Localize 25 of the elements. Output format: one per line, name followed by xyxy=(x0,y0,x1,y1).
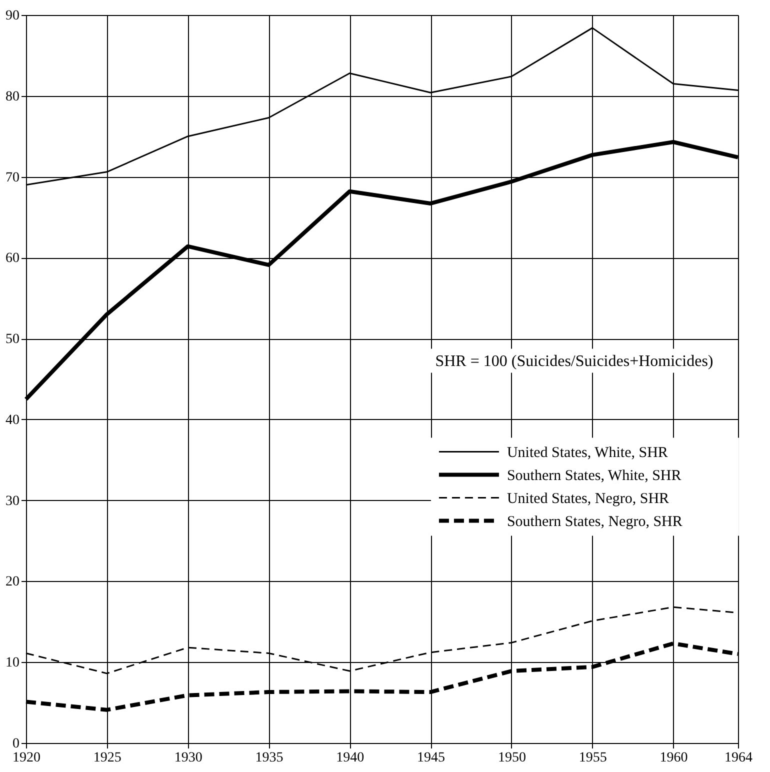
x-tick-label: 1930 xyxy=(174,750,202,766)
y-tick-label: 60 xyxy=(6,251,20,266)
legend-label: Southern States, Negro, SHR xyxy=(506,514,682,530)
x-tick-label: 1935 xyxy=(255,750,284,766)
annotation: SHR = 100 (Suicides/Suicides+Homicides) xyxy=(435,352,714,370)
x-tick-label: 1955 xyxy=(578,750,607,766)
y-tick-label: 80 xyxy=(6,89,20,104)
y-tick-label: 40 xyxy=(6,412,20,428)
y-tick-label: 30 xyxy=(6,494,20,509)
x-tick-label: 1964 xyxy=(724,750,752,766)
x-tick-label: 1940 xyxy=(336,750,364,766)
legend-label: Southern States, White, SHR xyxy=(506,468,682,484)
y-tick-label: 0 xyxy=(12,736,20,752)
y-tick-label: 90 xyxy=(6,8,20,24)
x-tick-label: 1950 xyxy=(498,750,526,766)
legend-label: United States, White, SHR xyxy=(506,444,668,461)
y-tick-label: 50 xyxy=(6,332,20,348)
y-tick-label: 10 xyxy=(6,656,20,671)
y-tick-label: 70 xyxy=(6,170,20,186)
x-tick-label: 1920 xyxy=(12,750,40,766)
x-tick-label: 1925 xyxy=(93,750,122,766)
legend-label: United States, Negro, SHR xyxy=(506,490,670,507)
x-tick-label: 1960 xyxy=(660,750,688,766)
y-tick-label: 20 xyxy=(6,574,20,590)
x-tick-label: 1945 xyxy=(417,750,446,766)
